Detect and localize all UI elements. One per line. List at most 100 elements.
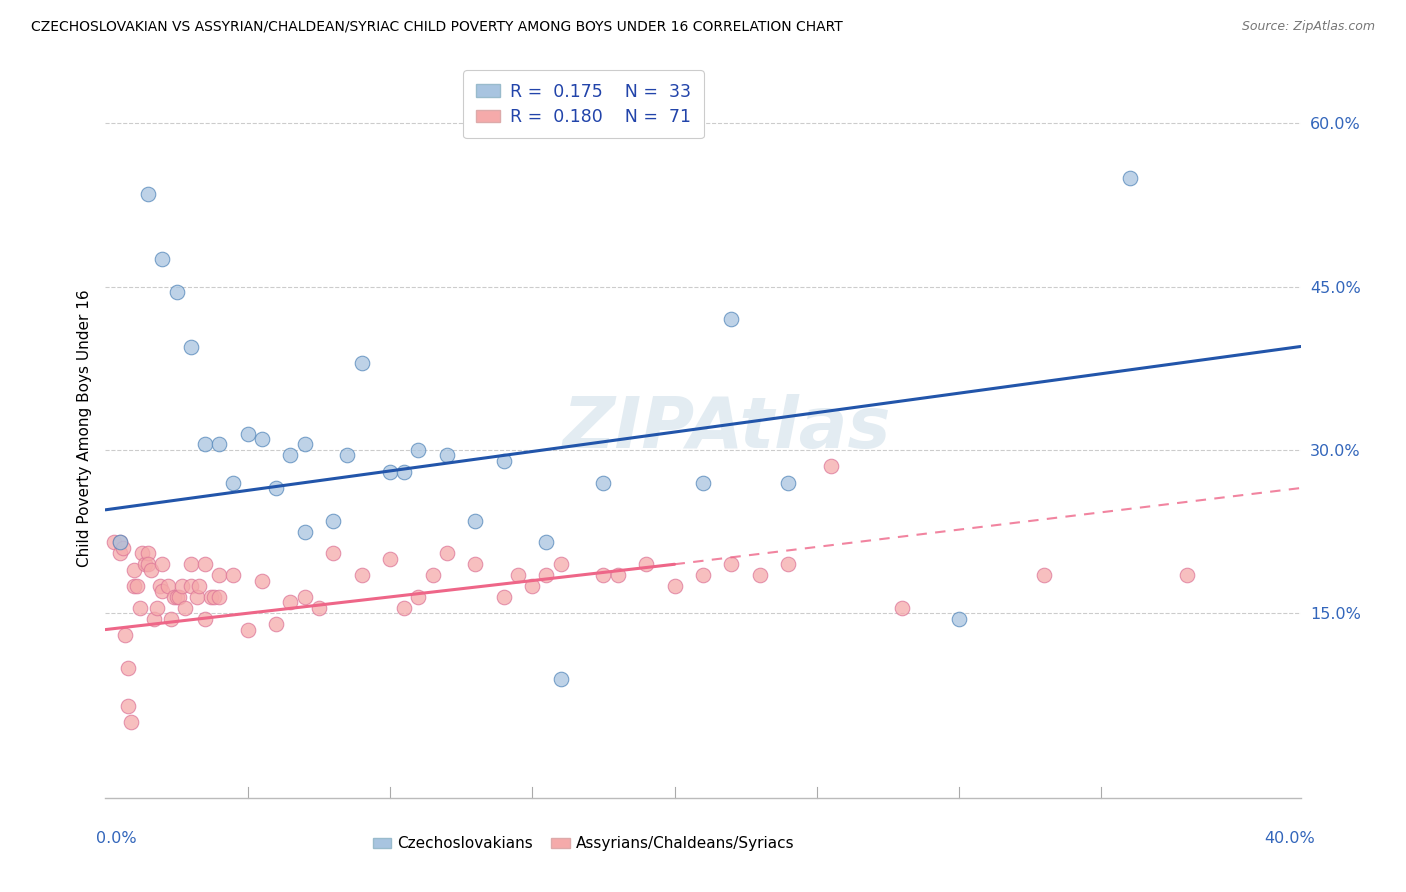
Point <box>592 568 614 582</box>
Point <box>208 590 231 604</box>
Point <box>145 600 167 615</box>
Point <box>408 590 430 604</box>
Text: 0.0%: 0.0% <box>96 831 136 846</box>
Point <box>522 579 544 593</box>
Point <box>606 568 628 582</box>
Point <box>778 558 800 572</box>
Text: Source: ZipAtlas.com: Source: ZipAtlas.com <box>1241 20 1375 33</box>
Point <box>236 623 259 637</box>
Point <box>1033 568 1056 582</box>
Point <box>720 312 742 326</box>
Point <box>142 612 165 626</box>
Point <box>200 590 222 604</box>
Point <box>122 563 145 577</box>
Point <box>150 584 173 599</box>
Point <box>464 558 486 572</box>
Point <box>550 672 572 686</box>
Text: CZECHOSLOVAKIAN VS ASSYRIAN/CHALDEAN/SYRIAC CHILD POVERTY AMONG BOYS UNDER 16 CO: CZECHOSLOVAKIAN VS ASSYRIAN/CHALDEAN/SYR… <box>31 20 842 34</box>
Point <box>108 546 131 560</box>
Point <box>139 563 162 577</box>
Point <box>280 595 302 609</box>
Point <box>264 617 287 632</box>
Point <box>108 535 131 549</box>
Point <box>948 612 970 626</box>
Point <box>180 579 202 593</box>
Point <box>157 579 180 593</box>
Point <box>280 449 302 463</box>
Point <box>536 535 558 549</box>
Point <box>720 558 742 572</box>
Point <box>150 252 173 267</box>
Point <box>134 558 156 572</box>
Point <box>350 568 373 582</box>
Point <box>464 514 486 528</box>
Point <box>422 568 444 582</box>
Point <box>636 558 658 572</box>
Point <box>264 481 287 495</box>
Point <box>180 339 202 353</box>
Point <box>114 628 136 642</box>
Point <box>194 437 217 451</box>
Point <box>222 475 245 490</box>
Point <box>208 437 231 451</box>
Point <box>692 475 714 490</box>
Point <box>1119 170 1142 185</box>
Point <box>692 568 714 582</box>
Point <box>392 600 416 615</box>
Point <box>308 600 330 615</box>
Point <box>408 442 430 457</box>
Point <box>131 546 153 560</box>
Point <box>492 590 515 604</box>
Point <box>350 356 373 370</box>
Point <box>336 449 359 463</box>
Point <box>236 426 259 441</box>
Point <box>208 568 231 582</box>
Text: 40.0%: 40.0% <box>1264 831 1315 846</box>
Legend: Czechoslovakians, Assyrians/Chaldeans/Syriacs: Czechoslovakians, Assyrians/Chaldeans/Sy… <box>367 830 800 857</box>
Point <box>250 574 273 588</box>
Text: ZIPAtlas: ZIPAtlas <box>562 393 891 463</box>
Point <box>117 661 139 675</box>
Point <box>322 514 344 528</box>
Point <box>108 535 131 549</box>
Point <box>186 590 208 604</box>
Point <box>169 590 191 604</box>
Point <box>136 558 159 572</box>
Point <box>136 187 159 202</box>
Point <box>550 558 572 572</box>
Point <box>163 590 186 604</box>
Point <box>294 590 316 604</box>
Point <box>378 551 401 566</box>
Point <box>166 285 188 299</box>
Point <box>506 568 529 582</box>
Point <box>125 579 148 593</box>
Point <box>492 454 515 468</box>
Point <box>294 437 316 451</box>
Point <box>1175 568 1198 582</box>
Point <box>436 449 458 463</box>
Point <box>120 715 142 730</box>
Point <box>111 541 134 555</box>
Point <box>592 475 614 490</box>
Point <box>778 475 800 490</box>
Y-axis label: Child Poverty Among Boys Under 16: Child Poverty Among Boys Under 16 <box>76 289 91 567</box>
Point <box>194 612 217 626</box>
Point <box>174 600 197 615</box>
Point <box>664 579 686 593</box>
Point <box>172 579 194 593</box>
Point <box>194 558 217 572</box>
Point <box>160 612 183 626</box>
Point <box>891 600 914 615</box>
Point <box>180 558 202 572</box>
Point <box>150 558 173 572</box>
Point <box>250 432 273 446</box>
Point <box>103 535 125 549</box>
Point <box>128 600 150 615</box>
Point <box>222 568 245 582</box>
Point <box>188 579 211 593</box>
Point <box>148 579 170 593</box>
Point <box>136 546 159 560</box>
Point <box>820 459 842 474</box>
Point <box>294 524 316 539</box>
Point <box>117 698 139 713</box>
